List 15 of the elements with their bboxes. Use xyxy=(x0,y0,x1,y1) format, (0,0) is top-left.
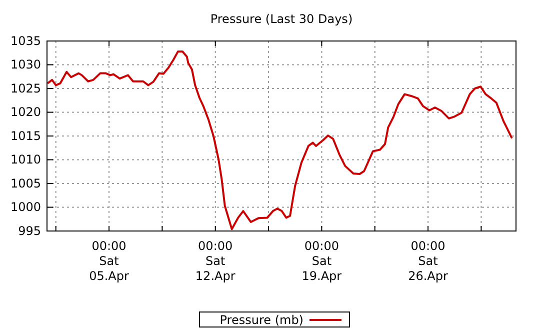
y-tick-label: 1020 xyxy=(10,105,41,120)
y-tick-label: 1035 xyxy=(10,34,41,48)
y-tick-label: 1015 xyxy=(10,128,41,143)
chart-title: Pressure (Last 30 Days) xyxy=(210,12,353,26)
y-tick-label: 995 xyxy=(18,224,41,238)
x-tick-label: 00:00 Sat 05.Apr xyxy=(89,239,130,283)
y-tick-label: 1005 xyxy=(10,176,41,190)
x-tick-label: 00:00 Sat 26.Apr xyxy=(408,239,448,283)
y-tick-label: 1030 xyxy=(10,58,41,72)
x-tick-label: 00:00 Sat 12.Apr xyxy=(195,239,236,283)
legend-label: Pressure (mb) xyxy=(220,313,304,327)
y-tick-label: 1025 xyxy=(10,81,41,96)
x-tick-label: 00:00 Sat 19.Apr xyxy=(302,239,342,283)
y-tick-label: 1010 xyxy=(10,152,41,167)
y-tick-label: 1000 xyxy=(10,200,41,214)
